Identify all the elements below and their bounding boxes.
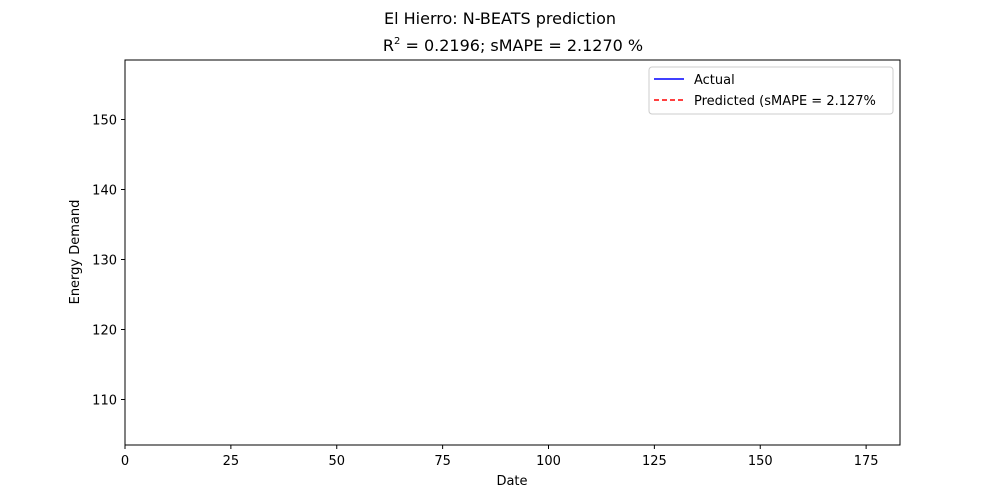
x-tick-label: 175 (854, 454, 879, 469)
legend: Actual Predicted (sMAPE = 2.127% (648, 66, 894, 115)
legend-label-actual: Actual (694, 73, 735, 88)
x-tick-label: 25 (223, 454, 240, 469)
chart-title: R2 = 0.2196; sMAPE = 2.1270 % (383, 36, 643, 55)
legend-label-predicted: Predicted (sMAPE = 2.127% (694, 94, 876, 109)
axes-frame (124, 59, 901, 446)
x-tick-label: 75 (434, 454, 451, 469)
y-tick-label: 140 (92, 184, 117, 199)
x-tick-label: 0 (121, 454, 129, 469)
y-tick-label: 110 (92, 394, 117, 409)
y-tick-label: 150 (92, 114, 117, 129)
x-tick-label: 150 (748, 454, 773, 469)
y-axis-label: Energy Demand (68, 200, 83, 305)
title-metrics: = 0.2196; sMAPE = 2.1270 % (400, 36, 643, 55)
x-tick-label: 50 (328, 454, 345, 469)
y-tick-label: 120 (92, 324, 117, 339)
y-axis-ticks: 110 120 130 140 150 (92, 114, 125, 409)
title-r2-superscript: 2 (394, 36, 400, 47)
x-axis-ticks: 0 25 50 75 100 125 150 175 (121, 445, 879, 469)
x-tick-label: 100 (536, 454, 561, 469)
x-tick-label: 125 (642, 454, 667, 469)
legend-box (648, 66, 894, 115)
title-r2-label: R (383, 36, 394, 55)
x-axis-label: Date (496, 474, 527, 489)
y-tick-label: 130 (92, 254, 117, 269)
chart-suptitle: El Hierro: N-BEATS prediction (384, 9, 616, 28)
